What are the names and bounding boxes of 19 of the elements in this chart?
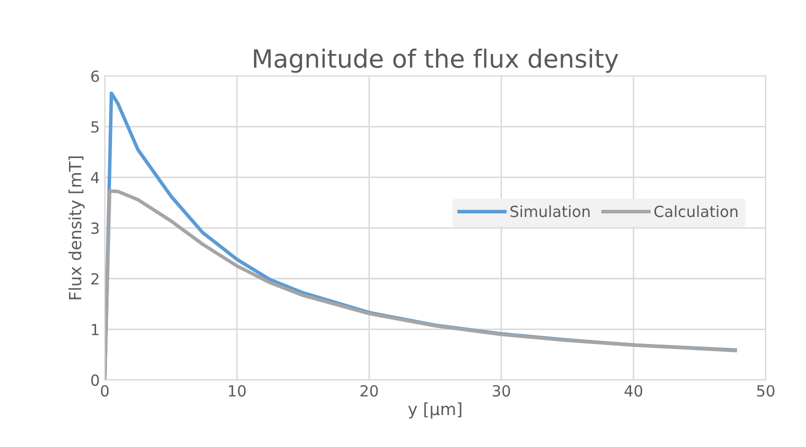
x-tick-label: 10: [228, 385, 246, 397]
x-tick-label: 50: [757, 385, 774, 397]
legend-label: Simulation: [510, 205, 590, 218]
y-tick-label: 2: [91, 273, 98, 284]
x-tick-label: 30: [492, 385, 510, 397]
x-tick-label: 0: [100, 385, 109, 397]
chart-title: Magnitude of the flux density: [254, 48, 618, 73]
y-tick-label: 1: [92, 324, 99, 336]
x-axis-title: y [µm]: [408, 402, 462, 419]
y-tick-label: 5: [91, 121, 99, 133]
x-tick-label: 20: [360, 385, 378, 397]
x-tick-label: 40: [624, 385, 642, 397]
legend-label: Calculation: [654, 205, 738, 218]
line-series: [104, 189, 738, 380]
y-axis-title: Flux density [mT]: [68, 156, 85, 300]
y-tick-label: 3: [91, 222, 99, 234]
y-tick-label: 0: [91, 374, 99, 386]
y-tick-label: 4: [90, 172, 100, 184]
y-tick-label: 6: [91, 70, 99, 82]
